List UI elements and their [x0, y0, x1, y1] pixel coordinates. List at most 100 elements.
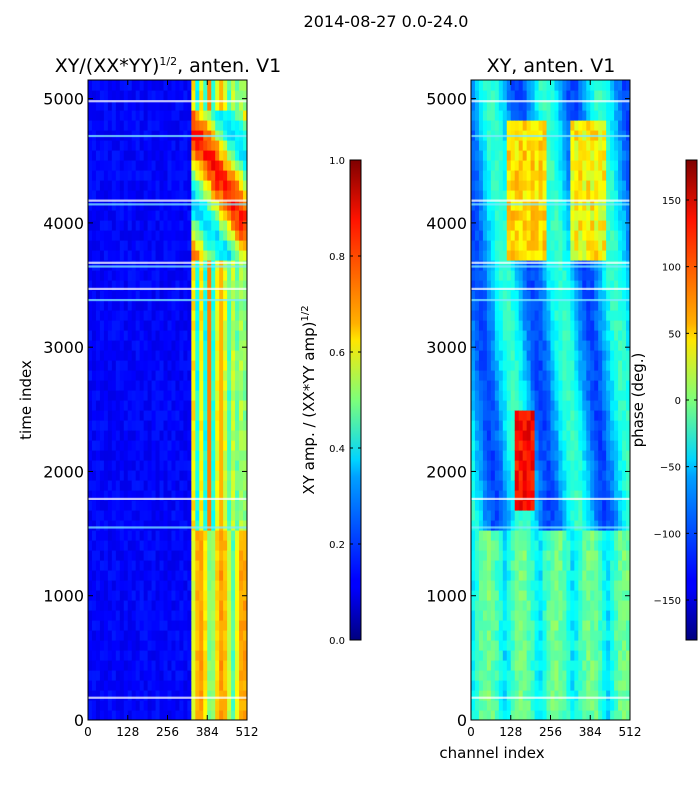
heatmap-cell [494, 580, 500, 591]
heatmap-cell [498, 320, 504, 331]
heatmap-cell [538, 630, 544, 641]
heatmap-cell [530, 110, 536, 121]
heatmap-cell [510, 330, 516, 341]
heatmap-cell [526, 570, 532, 581]
heatmap-cell [167, 660, 173, 671]
heatmap-cell [123, 150, 129, 161]
heatmap-cell [494, 140, 500, 151]
heatmap-cell [514, 230, 520, 241]
heatmap-cell [494, 510, 500, 521]
heatmap-cell [471, 440, 476, 451]
heatmap-cell [139, 700, 145, 711]
heatmap-cell [526, 110, 532, 121]
heatmap-cell [566, 310, 571, 321]
heatmap-cell [151, 170, 157, 181]
heatmap-cell [494, 330, 500, 341]
heatmap-cell [610, 150, 615, 161]
heatmap-cell [99, 490, 105, 501]
heatmap-cell [123, 340, 129, 351]
heatmap-cell [215, 700, 220, 711]
heatmap-cell [231, 490, 236, 501]
heatmap-cell [590, 80, 595, 91]
heatmap-cell [602, 510, 607, 521]
heatmap-cell [586, 460, 591, 471]
heatmap-cell [151, 210, 157, 221]
heatmap-cell [147, 340, 153, 351]
heatmap-cell [211, 660, 216, 671]
heatmap-cell [570, 550, 575, 561]
heatmap-cell [107, 260, 113, 271]
heatmap-cell [231, 480, 236, 491]
heatmap-cell [215, 650, 220, 661]
heatmap-cell [570, 570, 575, 581]
heatmap-cell [163, 280, 169, 291]
heatmap-cell [115, 640, 121, 651]
heatmap-cell [155, 680, 161, 691]
heatmap-cell [207, 360, 212, 371]
heatmap-cell [95, 650, 101, 661]
heatmap-cell [191, 680, 196, 691]
heatmap-cell [574, 290, 579, 301]
heatmap-cell [570, 500, 575, 511]
heatmap-cell [211, 460, 216, 471]
heatmap-cell [143, 620, 149, 631]
heatmap-cell [175, 580, 181, 591]
heatmap-cell [88, 580, 93, 591]
heatmap-cell [227, 360, 232, 371]
heatmap-cell [538, 410, 544, 421]
heatmap-cell [606, 120, 611, 131]
heatmap-cell [171, 280, 177, 291]
heatmap-cell [159, 670, 165, 681]
heatmap-cell [203, 680, 208, 691]
heatmap-cell [562, 120, 567, 131]
heatmap-cell [139, 640, 145, 651]
heatmap-cell [522, 180, 528, 191]
heatmap-cell [486, 420, 492, 431]
heatmap-cell [231, 110, 236, 121]
heatmap-cell [471, 550, 476, 561]
heatmap-cell [486, 630, 492, 641]
heatmap-cell [510, 180, 516, 191]
heatmap-cell [578, 580, 583, 591]
heatmap-cell [199, 180, 204, 191]
heatmap-cell [578, 190, 583, 201]
heatmap-cell [199, 680, 204, 691]
heatmap-cell [602, 300, 607, 311]
heatmap-cell [123, 240, 129, 251]
heatmap-cell [235, 520, 240, 531]
heatmap-cell [510, 430, 516, 441]
heatmap-cell [538, 620, 544, 631]
heatmap-cell [88, 360, 93, 371]
heatmap-cell [602, 620, 607, 631]
heatmap-cell [111, 560, 117, 571]
heatmap-cell [474, 540, 480, 551]
heatmap-cell [558, 630, 564, 641]
heatmap-cell [215, 100, 220, 111]
heatmap-cell [175, 630, 181, 641]
heatmap-cell [155, 210, 161, 221]
heatmap-cell [171, 580, 177, 591]
heatmap-cell [103, 570, 109, 581]
heatmap-cell [95, 370, 101, 381]
heatmap-cell [506, 430, 512, 441]
heatmap-cell [175, 700, 181, 711]
heatmap-cell [159, 250, 165, 261]
heatmap-cell [518, 450, 524, 461]
heatmap-cell [478, 710, 484, 720]
heatmap-cell [542, 440, 548, 451]
heatmap-cell [107, 250, 113, 261]
heatmap-cell [195, 470, 200, 481]
heatmap-cell [239, 430, 244, 441]
heatmap-cell [115, 470, 121, 481]
heatmap-cell [542, 280, 548, 291]
heatmap-cell [231, 90, 236, 101]
heatmap-cell [131, 240, 137, 251]
heatmap-cell [546, 260, 552, 271]
heatmap-cell [119, 150, 125, 161]
heatmap-cell [143, 150, 149, 161]
heatmap-cell [478, 530, 484, 541]
heatmap-cell [207, 100, 212, 111]
heatmap-cell [602, 490, 607, 501]
heatmap-cell [578, 560, 583, 571]
amplitude-colorbar-label: XY amp. / (XX*YY amp)1/2 [300, 305, 318, 494]
